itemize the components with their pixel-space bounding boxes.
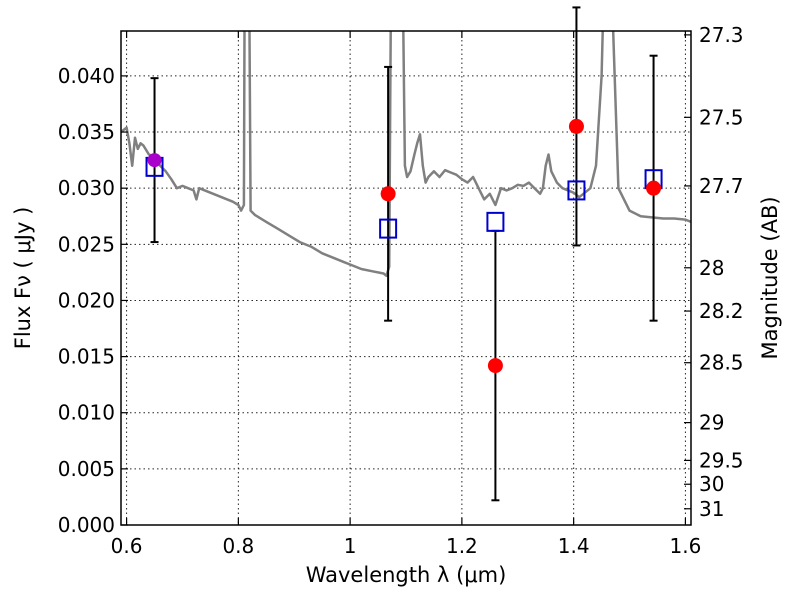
magnitude-tick-label: 27.5	[699, 105, 744, 129]
x-tick-label: 1	[344, 534, 357, 558]
magnitude-tick-label: 27.7	[699, 174, 744, 198]
magnitude-tick-label: 28	[699, 256, 724, 280]
y-tick-label: 0.030	[58, 176, 115, 200]
x-axis-label: Wavelength λ (μm)	[306, 563, 507, 587]
observed-point-marker	[380, 186, 396, 202]
magnitude-tick-label: 29.5	[699, 448, 744, 472]
observed-point-marker	[646, 180, 662, 196]
x-tick-label: 0.8	[222, 534, 254, 558]
magnitude-tick-label: 29	[699, 411, 724, 435]
y-tick-label: 0.025	[58, 232, 115, 256]
magnitude-tick-label: 27.3	[699, 23, 744, 47]
x-tick-label: 1.4	[558, 534, 590, 558]
y-tick-label: 0.020	[58, 288, 115, 312]
model-photometry-square	[567, 180, 586, 201]
right-axis-label: Magnitude (AB)	[758, 196, 782, 359]
y-tick-label: 0.005	[58, 457, 115, 481]
marker-layer	[145, 6, 663, 502]
magnitude-tick-label: 28.5	[699, 351, 744, 375]
label-layer: Wavelength λ (μm) Flux Fν ( μJy ) Magnit…	[11, 196, 782, 587]
x-tick-label: 0.6	[111, 534, 143, 558]
y-tick-label: 0.035	[58, 120, 115, 144]
magnitude-tick-label: 31	[699, 497, 724, 521]
model-photometry-square	[486, 211, 505, 232]
x-tick-label: 1.6	[670, 534, 702, 558]
model-sed-line	[121, 31, 691, 278]
observed-point-marker	[487, 358, 503, 374]
observed-point-marker	[568, 118, 584, 134]
optical-point-marker	[147, 153, 162, 168]
y-tick-label: 0.010	[58, 401, 115, 425]
plot-area	[121, 31, 691, 278]
tick-layer: 0.6 0.8 1 1.2 1.4 1.6 0.000 0.005 0.010 0.015 0.02…	[58, 23, 744, 558]
y-tick-label: 0.040	[58, 64, 115, 88]
model-photometry-square	[379, 218, 398, 239]
y-tick-label: 0.000	[58, 513, 115, 537]
x-tick-label: 1.2	[446, 534, 478, 558]
axes-frame	[120, 30, 692, 526]
y-tick-label: 0.015	[58, 345, 115, 369]
magnitude-tick-label: 28.2	[699, 299, 744, 323]
grid-layer	[121, 31, 691, 526]
magnitude-tick-label: 30	[699, 472, 724, 496]
y-axis-label: Flux Fν ( μJy )	[11, 207, 35, 350]
